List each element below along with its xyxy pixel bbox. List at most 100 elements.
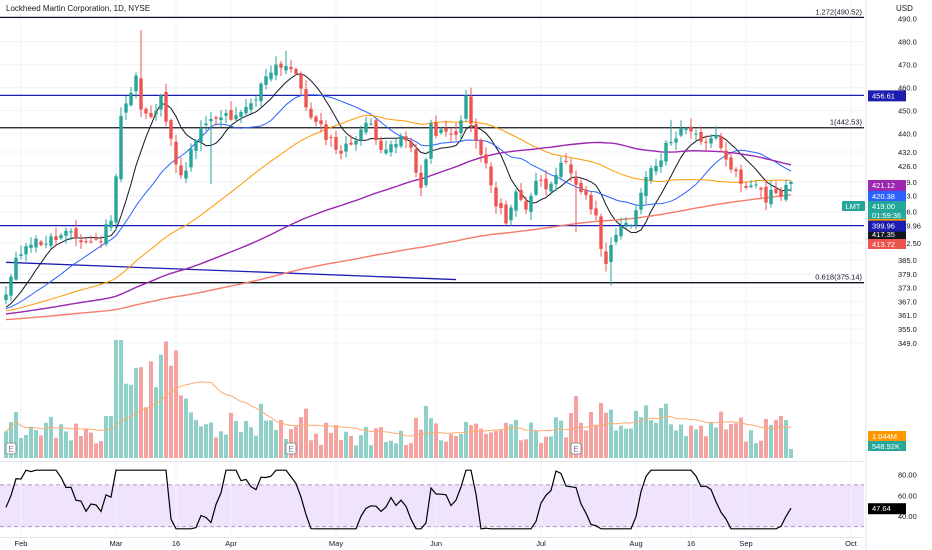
price-tick-label: 490.0 bbox=[898, 15, 917, 24]
volume-bar bbox=[729, 424, 733, 458]
candle-body bbox=[174, 142, 177, 165]
volume-bar bbox=[679, 425, 683, 458]
candle-body bbox=[94, 239, 97, 240]
candle-body bbox=[114, 176, 117, 222]
candle-body bbox=[519, 190, 522, 200]
volume-bar bbox=[129, 385, 133, 458]
volume-bar bbox=[519, 440, 523, 458]
candle-body bbox=[524, 201, 527, 210]
volume-bar bbox=[664, 404, 668, 458]
candle-body bbox=[739, 170, 742, 184]
earnings-marker[interactable]: E bbox=[286, 443, 296, 454]
candle-body bbox=[404, 136, 407, 140]
volume-bar bbox=[474, 424, 478, 458]
candle-body bbox=[254, 99, 257, 100]
candle-body bbox=[789, 182, 792, 184]
volume-bar bbox=[439, 440, 443, 458]
volume-bar bbox=[309, 440, 313, 458]
candle[interactable] bbox=[429, 120, 432, 164]
volume-bar bbox=[449, 434, 453, 458]
volume-bar bbox=[359, 435, 363, 458]
candle[interactable] bbox=[119, 107, 122, 182]
volume-bar bbox=[464, 422, 468, 458]
candle-body bbox=[34, 239, 37, 248]
candle-body bbox=[784, 185, 787, 200]
candle-body bbox=[674, 138, 677, 142]
candle-body bbox=[629, 225, 632, 226]
candle-body bbox=[599, 216, 602, 248]
volume-bar bbox=[64, 431, 68, 458]
volume-bar bbox=[234, 421, 238, 458]
candle-body bbox=[484, 154, 487, 163]
time-axis-separator bbox=[0, 537, 864, 538]
candle-body bbox=[589, 195, 592, 209]
candle-body bbox=[339, 151, 342, 154]
volume-bar bbox=[444, 442, 448, 458]
candle[interactable] bbox=[424, 158, 427, 188]
candle-body bbox=[394, 144, 397, 147]
volume-bar bbox=[784, 420, 788, 458]
time-tick-label: May bbox=[329, 539, 343, 548]
candle-body bbox=[649, 168, 652, 180]
candle-body bbox=[69, 231, 72, 232]
candle-body bbox=[654, 166, 657, 172]
time-tick-label: Aug bbox=[629, 539, 642, 548]
volume-bar bbox=[479, 429, 483, 458]
price-tag: 413.72 bbox=[868, 239, 906, 249]
candle-body bbox=[699, 132, 702, 142]
candle-body bbox=[119, 116, 122, 179]
candle-body bbox=[184, 171, 187, 179]
rsi-tick-label: 60.00 bbox=[898, 491, 917, 500]
volume-bar bbox=[299, 417, 303, 458]
price-tag-text: 399.96 bbox=[872, 222, 895, 231]
ticker-badge[interactable]: LMT bbox=[842, 201, 865, 211]
candle-body bbox=[109, 221, 112, 228]
volume-bar bbox=[609, 410, 613, 458]
volume-bar bbox=[669, 424, 673, 458]
candle-body bbox=[354, 141, 357, 145]
price-tag: 421.12 bbox=[868, 180, 906, 191]
price-tag-text: 413.72 bbox=[872, 240, 895, 249]
candle-body bbox=[239, 112, 242, 117]
candle-body bbox=[79, 240, 82, 242]
candle-body bbox=[384, 150, 387, 154]
candle-body bbox=[334, 137, 337, 150]
candle-body bbox=[434, 123, 437, 136]
candle-body bbox=[179, 165, 182, 175]
volume-bar bbox=[369, 445, 373, 458]
level-label: 0.618(375.14) bbox=[815, 273, 862, 282]
earnings-marker[interactable]: E bbox=[6, 443, 16, 454]
candle-body bbox=[764, 187, 767, 203]
candle-body bbox=[234, 115, 237, 119]
candle-body bbox=[269, 73, 272, 80]
candle-body bbox=[74, 228, 77, 238]
volume-bar bbox=[709, 422, 713, 458]
candle-body bbox=[424, 159, 427, 185]
earnings-marker-label: E bbox=[288, 445, 293, 454]
volume-bar bbox=[694, 429, 698, 458]
candle-body bbox=[639, 193, 642, 210]
volume-bar bbox=[409, 443, 413, 458]
volume-bar bbox=[614, 430, 618, 458]
time-tick-label: Mar bbox=[110, 539, 123, 548]
candle-body bbox=[229, 110, 232, 120]
candle-body bbox=[259, 84, 262, 102]
rsi-band bbox=[0, 485, 864, 527]
candle-body bbox=[249, 103, 252, 110]
candle-body bbox=[164, 92, 167, 122]
volume-bar bbox=[24, 435, 28, 458]
volume-bar bbox=[704, 436, 708, 458]
candle-body bbox=[709, 138, 712, 143]
volume-bar bbox=[69, 440, 73, 458]
volume-bar bbox=[594, 425, 598, 458]
candle-body bbox=[379, 141, 382, 150]
time-tick-label: Jun bbox=[430, 539, 442, 548]
volume-bar bbox=[184, 399, 188, 458]
candle[interactable] bbox=[114, 174, 117, 231]
price-tick-label: 373.0 bbox=[898, 284, 917, 293]
earnings-marker[interactable]: E bbox=[571, 443, 581, 454]
volume-bar bbox=[414, 418, 418, 458]
candle-body bbox=[89, 241, 92, 242]
candle-body bbox=[4, 295, 7, 301]
